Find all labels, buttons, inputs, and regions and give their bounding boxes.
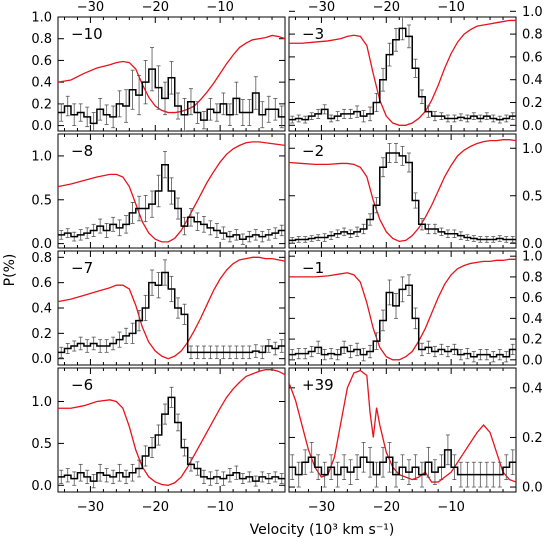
polarization-histogram [58, 163, 285, 240]
y-tick-label: 0.2 [522, 333, 543, 348]
y-tick-label: 0.2 [31, 97, 52, 112]
panel: 0.0 0.5 1.0 −2 [288, 133, 543, 252]
polarization-histogram [289, 284, 516, 358]
y-tick-label: 0.8 [522, 28, 543, 43]
y-tick-label: 0.5 [31, 193, 52, 208]
x-tick-label-top: −10 [437, 0, 464, 15]
x-tick-label-top: −20 [373, 0, 400, 15]
x-tick-label-top: −30 [308, 0, 335, 15]
panel-frame [57, 133, 286, 249]
panel-frame [288, 367, 517, 493]
x-tick-label-top: −10 [206, 0, 233, 15]
y-tick-label: 0.2 [522, 96, 543, 111]
panel: 0.0 0.2 0.4 0.6 0.8 −7 [31, 250, 286, 367]
y-tick-label: 0.5 [31, 437, 52, 452]
y-tick-label: 0.0 [31, 352, 52, 367]
polarization-histogram [289, 152, 516, 242]
flux-spectrum-line [58, 369, 285, 486]
panel-frame [288, 133, 517, 249]
x-tick-label-top: −20 [142, 0, 169, 15]
panel-frame [288, 250, 517, 366]
flux-spectrum-line [289, 19, 516, 126]
y-tick-label: 0.6 [31, 276, 52, 291]
polarization-histogram [289, 27, 516, 121]
polarization-histogram [58, 271, 285, 354]
polarization-histogram [58, 68, 285, 125]
y-tick-label: 0.2 [31, 327, 52, 342]
panel-label: −3 [302, 25, 324, 43]
polarization-histogram [58, 396, 285, 482]
panel: 0.0 0.2 0.4 0.6 0.8 1.0 −3 [288, 5, 543, 134]
x-tick-label-bottom: −30 [308, 500, 335, 515]
panel: 0.0 0.5 1.0 −6 [31, 367, 286, 494]
x-tick-label-bottom: −10 [437, 500, 464, 515]
y-tick-label: 0.6 [522, 291, 543, 306]
y-tick-label: 0.4 [522, 73, 543, 88]
y-tick-label: 0.8 [31, 251, 52, 266]
y-tick-label: 0.0 [31, 237, 52, 252]
y-tick-label: 1.0 [31, 149, 52, 164]
flux-spectrum-line [58, 256, 285, 360]
panel: 0.0 0.2 0.4 +39 [288, 367, 543, 496]
y-tick-label: 0.5 [522, 189, 543, 204]
x-tick-label-top: −30 [77, 0, 104, 15]
y-tick-label: 0.4 [31, 76, 52, 91]
y-tick-label: 0.0 [31, 479, 52, 494]
y-tick-label: 0.4 [522, 312, 543, 327]
panel-label: −8 [71, 142, 93, 160]
y-axis-title: P(%) [2, 254, 18, 287]
y-tick-label: 1.0 [31, 11, 52, 26]
y-tick-label: 0.6 [522, 50, 543, 65]
polarization-histogram [289, 449, 516, 476]
y-tick-label: 0.8 [31, 32, 52, 47]
panel: 0.0 0.2 0.4 0.6 0.8 1.0 −10 [31, 11, 286, 134]
panel-label: −6 [71, 376, 93, 394]
x-tick-label-bottom: −10 [206, 500, 233, 515]
x-axis-title: Velocity (10³ km s⁻¹) [250, 522, 395, 538]
panel: 0.0 0.2 0.4 0.6 0.8 1.0 −1 [288, 250, 543, 368]
y-tick-label: 0.0 [31, 119, 52, 134]
y-tick-label: 1.0 [522, 250, 543, 265]
y-tick-label: 0.6 [31, 54, 52, 69]
x-tick-label-bottom: −30 [77, 500, 104, 515]
panel-label: −2 [302, 142, 324, 160]
y-tick-label: 0.4 [522, 381, 543, 396]
x-tick-label-bottom: −20 [373, 500, 400, 515]
y-tick-label: 1.0 [522, 5, 543, 20]
x-tick-label-bottom: −20 [142, 500, 169, 515]
y-tick-label: 0.0 [522, 353, 543, 368]
panel-label: −1 [302, 259, 324, 277]
panel-label: −10 [71, 25, 103, 43]
panel: 0.0 0.5 1.0 −8 [31, 133, 286, 252]
panel-label: −7 [71, 259, 93, 277]
y-tick-label: 0.4 [31, 302, 52, 317]
y-tick-label: 1.0 [522, 142, 543, 157]
y-tick-label: 0.2 [522, 431, 543, 446]
y-tick-label: 0.0 [522, 237, 543, 252]
y-tick-label: 0.0 [522, 119, 543, 134]
y-tick-label: 1.0 [31, 395, 52, 410]
panel-label: +39 [302, 376, 334, 394]
flux-spectrum-line [289, 139, 516, 243]
panel-frame [57, 16, 286, 132]
flux-spectrum-line [289, 258, 516, 361]
y-tick-label: 0.8 [522, 270, 543, 285]
y-tick-label: 0.0 [522, 481, 543, 496]
panel-frame [57, 367, 286, 493]
